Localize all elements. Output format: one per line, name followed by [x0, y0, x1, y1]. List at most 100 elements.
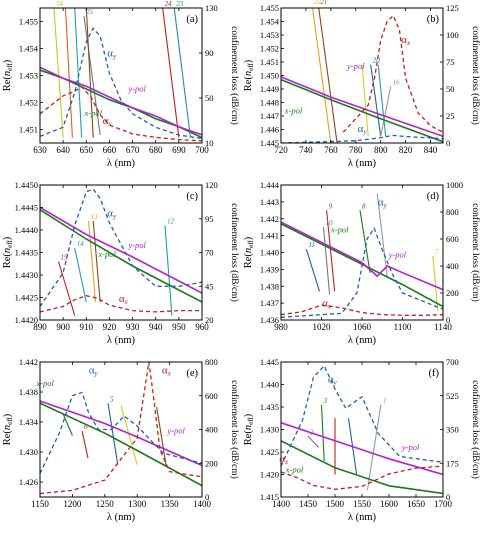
y-axis-label: Re(neff) — [2, 413, 14, 445]
x-tick-label: 1150 — [31, 499, 49, 509]
x-tick-label: 1250 — [96, 499, 115, 509]
series-line-y — [40, 206, 202, 294]
series-annotation: αx — [322, 298, 332, 311]
panel-label: (c) — [186, 191, 198, 202]
crossing-line — [307, 435, 320, 448]
x-tick-label: 690 — [172, 145, 186, 155]
x-tick-label: 1500 — [326, 499, 345, 509]
y-axis-label: Re(neff) — [243, 413, 255, 445]
y-tick-label: 1.445 — [260, 138, 279, 148]
y-tick-label: 1.430 — [260, 425, 279, 435]
y-tick-label: 1.4445 — [15, 203, 38, 213]
chart-panel-6: 1400 1450 1500 1550 1600 1650 17001.4151.4201.… — [243, 357, 481, 523]
y2-tick-label: 100 — [446, 30, 459, 40]
crossing-line — [376, 193, 388, 278]
series-line-y — [40, 400, 202, 467]
crossing-label: 34 — [55, 0, 64, 8]
panel-label: (e) — [186, 368, 198, 379]
crossing-line — [83, 16, 101, 135]
chart-panel-4: 980 1020 1060 1100 11401.4361.4371.4381.4391… — [243, 180, 481, 346]
y-tick-label: 1.442 — [260, 214, 279, 224]
y-tick-label: 1.420 — [260, 470, 279, 480]
x-tick-label: 670 — [126, 145, 140, 155]
x-tick-label: 680 — [149, 145, 163, 155]
series-line-x — [281, 440, 443, 495]
x-tick-label: 1600 — [380, 499, 399, 509]
y-tick-label: 1.448 — [260, 98, 279, 108]
plot-area — [281, 8, 443, 143]
crossing-label: 1 — [383, 397, 387, 405]
crossing-label: 8 — [362, 202, 366, 210]
x-tick-label: 1060 — [353, 322, 372, 332]
y-tick-label: 1.452 — [19, 98, 38, 108]
x-tick-label: 1300 — [128, 499, 147, 509]
crossing-label: 21 — [320, 0, 327, 5]
y-tick-label: 1.446 — [260, 125, 279, 135]
series-line-ax — [40, 295, 202, 313]
series-annotation: αy — [89, 364, 99, 377]
x-tick-label: 660 — [103, 145, 117, 155]
x-tick-label: 1550 — [353, 499, 372, 509]
y-tick-label: 1.435 — [260, 402, 279, 412]
x-tick-label: 1400 — [272, 499, 291, 509]
crossing-line — [53, 8, 64, 138]
x-tick-label: 960 — [195, 322, 209, 332]
series-annotation: x-pol — [83, 108, 102, 118]
crossing-line — [370, 64, 382, 137]
x-tick-label: 1650 — [407, 499, 426, 509]
crossing-line — [326, 210, 336, 292]
crossing-line — [361, 64, 369, 137]
crossing-label: 12 — [167, 218, 175, 226]
series-line-ax — [281, 304, 443, 316]
crossing-label: 3 — [323, 397, 328, 405]
crossing-line — [164, 225, 173, 316]
crossing-label: 2 — [310, 428, 314, 436]
y-tick-label: 1.425 — [260, 447, 279, 457]
y2-tick-label: 20 — [205, 315, 214, 325]
series-annotation: x-pol — [330, 224, 349, 234]
y2-axis-label: confinement loss (dB/cm) — [229, 26, 240, 125]
y-tick-label: 1.449 — [260, 84, 279, 94]
series-annotation: y-pol — [127, 240, 146, 250]
crossing-line — [432, 255, 439, 312]
crossing-line — [305, 248, 321, 292]
crossing-line — [377, 64, 387, 137]
x-tick-label: 940 — [149, 322, 163, 332]
y2-tick-label: 200 — [205, 458, 218, 468]
crossing-label: 24 — [165, 0, 173, 8]
series-line-y — [40, 66, 202, 136]
y-tick-label: 1.438 — [19, 387, 38, 397]
y-tick-label: 1.444 — [260, 180, 280, 190]
x-tick-label: 840 — [424, 145, 438, 155]
crossing-line — [88, 220, 97, 303]
x-tick-label: 740 — [299, 145, 313, 155]
y-tick-label: 1.455 — [260, 3, 279, 13]
crossing-label: 9 — [329, 202, 333, 210]
y2-tick-label: 600 — [205, 391, 218, 401]
crossing-line — [107, 403, 119, 465]
x-tick-label: 1700 — [434, 499, 453, 509]
y2-axis-label: confinement loss (dB/cm) — [470, 26, 481, 125]
series-line-ax — [40, 85, 202, 142]
y-axis-label: Re(neff) — [243, 59, 255, 91]
y-tick-label: 1.437 — [260, 298, 279, 308]
y-tick-label: 1.452 — [260, 44, 279, 54]
y-tick-label: 1.4430 — [15, 270, 38, 280]
crossing-line — [74, 8, 83, 138]
series-line-ay — [281, 226, 443, 318]
y2-tick-label: 25 — [446, 111, 455, 121]
y2-axis-label: confinement loss (dB/cm) — [470, 203, 481, 302]
y2-tick-label: 75 — [446, 57, 455, 67]
series-annotation: x-pol — [97, 249, 116, 259]
x-axis-label: λ (nm) — [107, 512, 136, 523]
series-line-x — [281, 223, 443, 308]
x-tick-label: 820 — [399, 145, 413, 155]
series-line-y — [281, 221, 443, 291]
series-annotation: αx — [162, 364, 172, 377]
series-line-ay — [281, 134, 443, 143]
crossing-line — [359, 210, 371, 273]
y-tick-label: 1.450 — [260, 71, 279, 81]
y-tick-label: 1.455 — [19, 17, 38, 27]
crossing-line — [74, 247, 87, 303]
